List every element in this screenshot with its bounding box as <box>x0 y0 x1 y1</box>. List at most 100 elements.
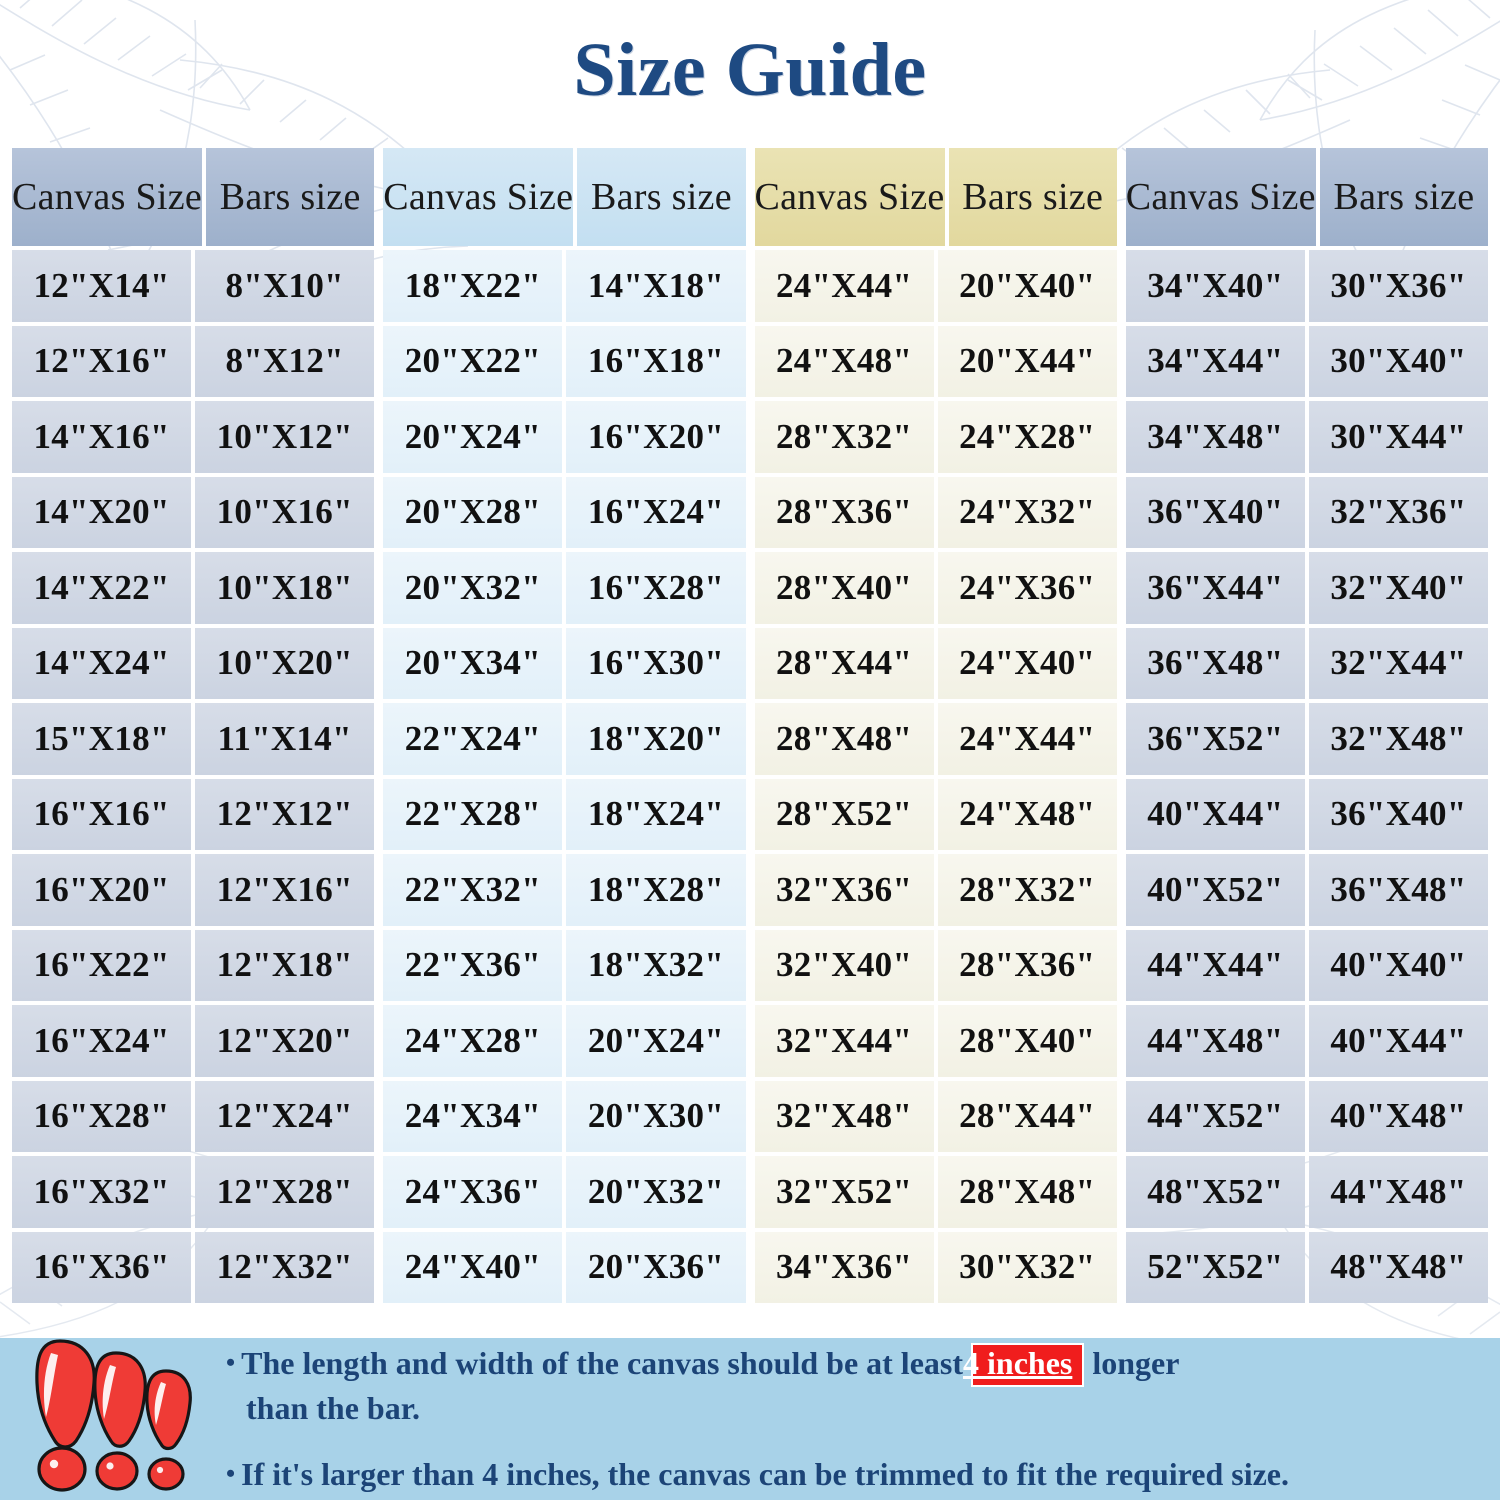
bars-size-cell: 18"X28" <box>566 854 746 926</box>
table-header-row: Canvas Size Bars size <box>1125 148 1488 246</box>
table-row: 32"X36" 28"X32" <box>754 854 1117 926</box>
canvas-size-cell: 36"X44" <box>1125 552 1305 624</box>
table-row: 24"X44" 20"X40" <box>754 250 1117 322</box>
table-row: 40"X44" 36"X40" <box>1125 778 1488 850</box>
table-row: 20"X28" 16"X24" <box>383 476 746 548</box>
bars-size-cell: 20"X30" <box>566 1080 746 1152</box>
table-row: 16"X36" 12"X32" <box>12 1231 375 1303</box>
table-row: 48"X52" 44"X48" <box>1125 1156 1488 1228</box>
table-row: 32"X48" 28"X44" <box>754 1080 1117 1152</box>
canvas-size-cell: 34"X36" <box>754 1231 934 1303</box>
canvas-size-cell: 20"X28" <box>383 476 563 548</box>
bars-size-cell: 44"X48" <box>1308 1156 1488 1228</box>
bars-size-cell: 36"X40" <box>1308 778 1488 850</box>
table-row: 36"X52" 32"X48" <box>1125 703 1488 775</box>
bars-size-cell: 16"X28" <box>566 552 746 624</box>
table-header-row: Canvas Size Bars size <box>12 148 375 246</box>
canvas-size-cell: 16"X22" <box>12 929 192 1001</box>
bars-size-cell: 32"X40" <box>1308 552 1488 624</box>
canvas-size-cell: 28"X44" <box>754 627 934 699</box>
bars-size-cell: 14"X18" <box>566 250 746 322</box>
table-row: 22"X36" 18"X32" <box>383 929 746 1001</box>
canvas-size-cell: 20"X34" <box>383 627 563 699</box>
bars-size-cell: 32"X36" <box>1308 476 1488 548</box>
canvas-size-cell: 52"X52" <box>1125 1231 1305 1303</box>
table-row: 20"X34" 16"X30" <box>383 627 746 699</box>
bars-size-cell: 28"X48" <box>937 1156 1117 1228</box>
canvas-size-cell: 18"X22" <box>383 250 563 322</box>
column-header-canvas: Canvas Size <box>754 148 945 246</box>
canvas-size-cell: 32"X40" <box>754 929 934 1001</box>
column-header-bars: Bars size <box>948 148 1117 246</box>
table-row: 24"X48" 20"X44" <box>754 325 1117 397</box>
canvas-size-cell: 34"X40" <box>1125 250 1305 322</box>
table-row: 24"X36" 20"X32" <box>383 1156 746 1228</box>
column-header-bars: Bars size <box>206 148 375 246</box>
canvas-size-cell: 22"X32" <box>383 854 563 926</box>
bars-size-cell: 12"X20" <box>195 1005 375 1077</box>
canvas-size-cell: 28"X40" <box>754 552 934 624</box>
canvas-size-cell: 44"X48" <box>1125 1005 1305 1077</box>
canvas-size-cell: 22"X36" <box>383 929 563 1001</box>
canvas-size-cell: 24"X34" <box>383 1080 563 1152</box>
canvas-size-cell: 28"X52" <box>754 778 934 850</box>
notice-bar: • The length and width of the canvas shou… <box>0 1338 1500 1500</box>
bars-size-cell: 20"X32" <box>566 1156 746 1228</box>
bars-size-cell: 48"X48" <box>1308 1231 1488 1303</box>
table-row: 14"X24" 10"X20" <box>12 627 375 699</box>
canvas-size-cell: 28"X48" <box>754 703 934 775</box>
table-row: 22"X24" 18"X20" <box>383 703 746 775</box>
canvas-size-cell: 14"X22" <box>12 552 192 624</box>
table-row: 44"X48" 40"X44" <box>1125 1005 1488 1077</box>
bars-size-cell: 12"X28" <box>195 1156 375 1228</box>
canvas-size-cell: 36"X40" <box>1125 476 1305 548</box>
table-row: 36"X44" 32"X40" <box>1125 552 1488 624</box>
canvas-size-cell: 15"X18" <box>12 703 192 775</box>
canvas-size-cell: 12"X16" <box>12 325 192 397</box>
column-header-canvas: Canvas Size <box>1125 148 1316 246</box>
bars-size-cell: 12"X12" <box>195 778 375 850</box>
canvas-size-cell: 44"X52" <box>1125 1080 1305 1152</box>
table-row: 16"X24" 12"X20" <box>12 1005 375 1077</box>
table-row: 24"X34" 20"X30" <box>383 1080 746 1152</box>
table-row: 16"X20" 12"X16" <box>12 854 375 926</box>
bars-size-cell: 16"X30" <box>566 627 746 699</box>
table-row: 24"X40" 20"X36" <box>383 1231 746 1303</box>
notice-bullet-2-text: If it's larger than 4 inches, the canvas… <box>241 1456 1289 1493</box>
notice-text-block: • The length and width of the canvas shou… <box>218 1342 1500 1495</box>
size-table-4: Canvas Size Bars size 34"X40" 30"X36" 34"X44… <box>1125 148 1488 1303</box>
bars-size-cell: 20"X36" <box>566 1231 746 1303</box>
bars-size-cell: 40"X48" <box>1308 1080 1488 1152</box>
notice-bullet-1: • The length and width of the canvas shou… <box>226 1342 1486 1429</box>
canvas-size-cell: 32"X36" <box>754 854 934 926</box>
page-title: Size Guide <box>573 28 927 112</box>
size-table-1: Canvas Size Bars size 12"X14" 8"X10" 12"X16"… <box>12 148 375 1303</box>
bullet-dot-icon-2: • <box>226 1459 236 1489</box>
bars-size-cell: 28"X36" <box>937 929 1117 1001</box>
bars-size-cell: 10"X18" <box>195 552 375 624</box>
bars-size-cell: 12"X24" <box>195 1080 375 1152</box>
bars-size-cell: 24"X44" <box>937 703 1117 775</box>
bullet-dot-icon: • <box>226 1348 236 1378</box>
canvas-size-cell: 20"X32" <box>383 552 563 624</box>
notice-bullet-2: • If it's larger than 4 inches, the canva… <box>226 1453 1486 1495</box>
canvas-size-cell: 40"X44" <box>1125 778 1305 850</box>
table-row: 20"X22" 16"X18" <box>383 325 746 397</box>
table-row: 34"X44" 30"X40" <box>1125 325 1488 397</box>
table-header-row: Canvas Size Bars size <box>383 148 746 246</box>
bars-size-cell: 24"X40" <box>937 627 1117 699</box>
canvas-size-cell: 24"X28" <box>383 1005 563 1077</box>
size-tables-container: Canvas Size Bars size 12"X14" 8"X10" 12"X16"… <box>12 148 1488 1303</box>
bars-size-cell: 28"X32" <box>937 854 1117 926</box>
canvas-size-cell: 16"X28" <box>12 1080 192 1152</box>
column-header-bars: Bars size <box>1319 148 1488 246</box>
bars-size-cell: 32"X44" <box>1308 627 1488 699</box>
bars-size-cell: 8"X10" <box>195 250 375 322</box>
canvas-size-cell: 16"X16" <box>12 778 192 850</box>
canvas-size-cell: 20"X22" <box>383 325 563 397</box>
bars-size-cell: 12"X32" <box>195 1231 375 1303</box>
bars-size-cell: 30"X40" <box>1308 325 1488 397</box>
canvas-size-cell: 14"X20" <box>12 476 192 548</box>
canvas-size-cell: 36"X48" <box>1125 627 1305 699</box>
table-row: 24"X28" 20"X24" <box>383 1005 746 1077</box>
